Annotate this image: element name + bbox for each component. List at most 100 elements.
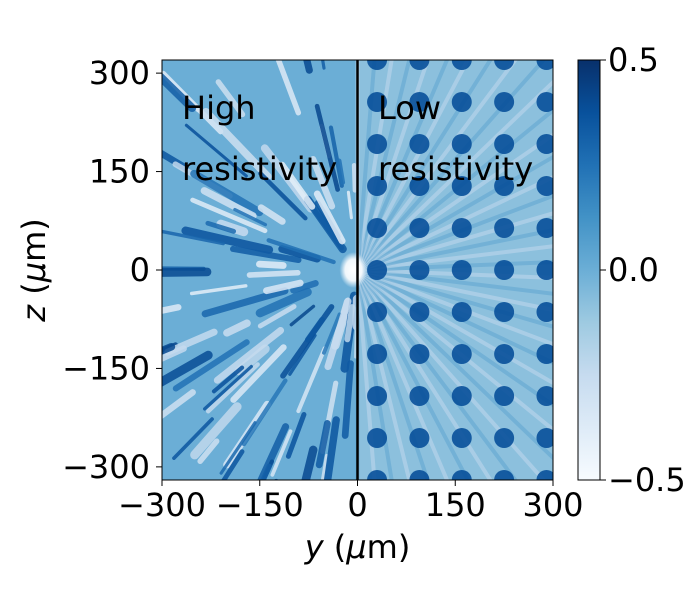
heat-spot bbox=[451, 176, 472, 196]
heat-spot bbox=[409, 92, 430, 112]
heat-spot bbox=[409, 260, 430, 280]
heat-spot bbox=[494, 260, 515, 280]
streak bbox=[246, 270, 301, 278]
heat-spot bbox=[536, 60, 553, 70]
colorbar: 0.5 0.0 −0.5 bbox=[577, 41, 686, 499]
streak bbox=[197, 438, 220, 465]
heat-spot bbox=[409, 428, 430, 448]
streak bbox=[74, 241, 145, 248]
streak bbox=[344, 304, 356, 343]
heat-spot bbox=[494, 470, 515, 480]
streak bbox=[223, 319, 251, 337]
streak bbox=[202, 108, 272, 181]
streak bbox=[288, 333, 317, 376]
heatmap-plot-area bbox=[74, 6, 554, 481]
heat-spot bbox=[451, 344, 472, 364]
streak bbox=[260, 463, 272, 480]
y-axis-label: z (μm) bbox=[15, 218, 53, 322]
streak bbox=[190, 402, 242, 460]
streak bbox=[162, 267, 212, 277]
streak bbox=[309, 156, 336, 210]
heat-spot bbox=[409, 134, 430, 154]
colorbar-tick-label: 0.5 bbox=[608, 41, 659, 79]
label-low-resistivity: resistivity bbox=[378, 150, 533, 188]
streak bbox=[162, 229, 225, 246]
y-tick-label: −300 bbox=[62, 448, 150, 486]
heat-spot bbox=[494, 428, 515, 448]
x-tick-label: −300 bbox=[118, 486, 206, 524]
streak bbox=[181, 226, 274, 254]
ray bbox=[356, 132, 553, 272]
streak bbox=[321, 60, 326, 70]
streak bbox=[205, 362, 260, 414]
heat-spot bbox=[536, 218, 553, 238]
streak bbox=[290, 280, 319, 294]
streak bbox=[323, 416, 340, 480]
x-axis: −300 −150 0 150 300 bbox=[118, 480, 584, 524]
heat-spot bbox=[494, 344, 515, 364]
heat-spot bbox=[367, 386, 388, 406]
streak bbox=[241, 378, 288, 447]
heat-spot bbox=[536, 134, 553, 154]
streak bbox=[255, 287, 312, 318]
ray bbox=[356, 175, 553, 272]
streak bbox=[314, 103, 340, 192]
ray bbox=[357, 228, 553, 272]
heat-spot bbox=[536, 428, 553, 448]
streak bbox=[324, 297, 352, 371]
heat-spot bbox=[409, 386, 430, 406]
streak bbox=[233, 207, 268, 227]
streak bbox=[346, 190, 353, 220]
streak bbox=[230, 245, 302, 264]
heat-spot bbox=[409, 470, 430, 480]
heat-spot bbox=[451, 92, 472, 112]
streak bbox=[285, 411, 307, 459]
ray bbox=[357, 244, 553, 272]
heat-spot bbox=[536, 470, 553, 480]
streak bbox=[200, 187, 257, 220]
colorbar-ticks: 0.5 0.0 −0.5 bbox=[600, 41, 686, 499]
streak bbox=[213, 326, 285, 384]
streak bbox=[258, 171, 308, 221]
heat-spot bbox=[451, 386, 472, 406]
heat-spot bbox=[494, 386, 515, 406]
streak bbox=[190, 169, 264, 217]
streak bbox=[162, 304, 182, 314]
ray bbox=[355, 60, 394, 271]
heat-spot bbox=[451, 470, 472, 480]
colorbar-tick-label: −0.5 bbox=[608, 461, 686, 499]
streak bbox=[256, 260, 287, 269]
heat-spot bbox=[494, 60, 515, 70]
heat-spot bbox=[536, 92, 553, 112]
heat-spot bbox=[409, 176, 430, 196]
heat-spot bbox=[451, 428, 472, 448]
streak bbox=[296, 346, 327, 414]
heat-spot bbox=[367, 344, 388, 364]
heat-spot bbox=[367, 176, 388, 196]
streak bbox=[103, 294, 159, 301]
streak bbox=[221, 449, 245, 480]
heat-spot bbox=[367, 302, 388, 322]
streak bbox=[322, 312, 342, 355]
x-tick-label: 0 bbox=[347, 486, 367, 524]
heat-spot bbox=[536, 260, 553, 280]
streak bbox=[220, 6, 246, 55]
streak bbox=[313, 190, 346, 245]
x-tick-label: −150 bbox=[216, 486, 304, 524]
y-tick-label: 300 bbox=[89, 54, 150, 92]
heat-spot bbox=[367, 260, 388, 280]
colorbar-gradient bbox=[577, 59, 601, 481]
streak bbox=[189, 284, 248, 296]
heat-spot bbox=[409, 302, 430, 322]
streak bbox=[266, 16, 276, 43]
streak bbox=[257, 204, 286, 225]
streak bbox=[304, 316, 325, 343]
streak bbox=[172, 339, 250, 392]
streak bbox=[337, 158, 346, 185]
source-spot bbox=[339, 252, 368, 288]
streak bbox=[289, 304, 316, 327]
ray bbox=[356, 79, 553, 272]
streak bbox=[172, 417, 214, 460]
streak bbox=[351, 162, 358, 193]
